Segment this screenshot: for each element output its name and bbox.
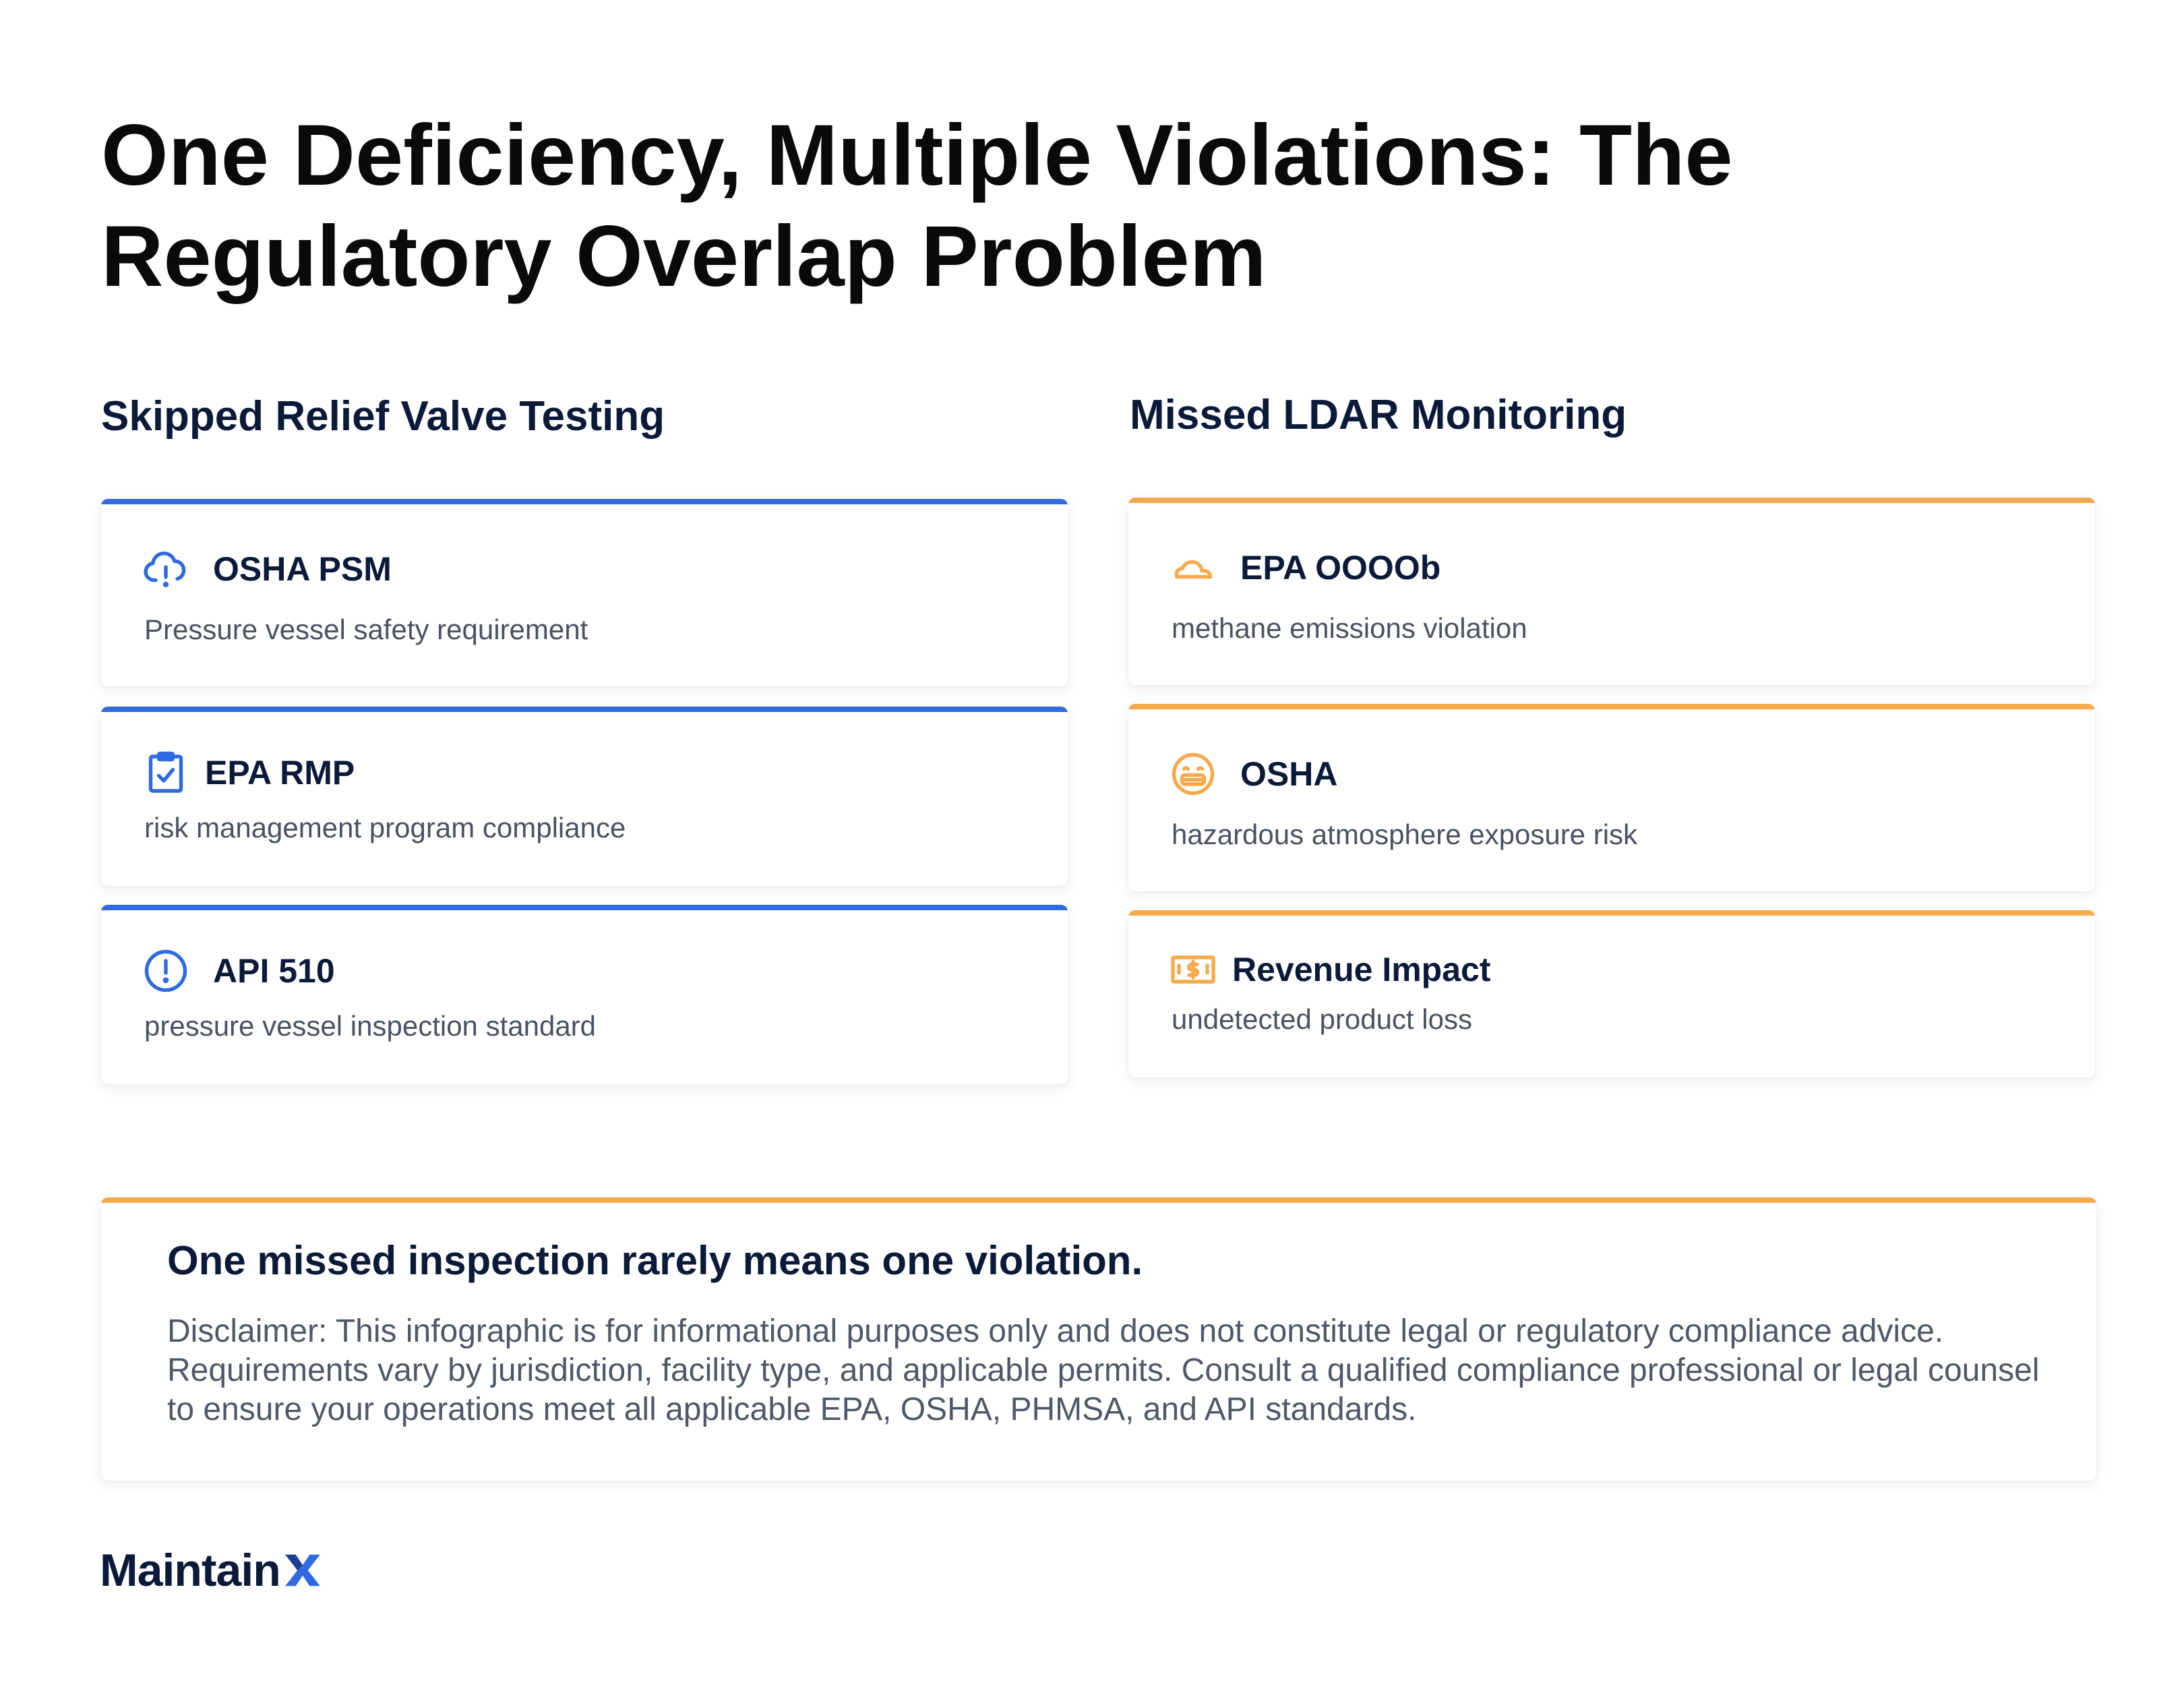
summary-callout: One missed inspection rarely means one v… [101, 1197, 2096, 1481]
card-title: OSHA [1240, 755, 1338, 793]
card-description: methane emissions violation [1172, 612, 1527, 644]
cloud-icon [1169, 543, 1217, 592]
card-description: undetected product loss [1172, 1003, 1472, 1035]
card-epa-ooooob: EPA OOOOb methane emissions violation [1128, 498, 2095, 685]
card-title: API 510 [213, 952, 335, 990]
maintainx-logo: Maintain [100, 1544, 324, 1597]
card-title: EPA RMP [205, 754, 355, 792]
card-description: pressure vessel inspection standard [144, 1010, 597, 1042]
disclaimer-text: Disclaimer: This infographic is for info… [167, 1313, 2040, 1427]
logo-x-mark-icon [284, 1554, 320, 1586]
cloud-alert-icon [142, 545, 190, 593]
card-description: hazardous atmosphere exposure risk [1172, 819, 1638, 850]
card-title: OSHA PSM [213, 550, 392, 588]
summary-heading: One missed inspection rarely means one v… [167, 1238, 1143, 1283]
card-description: risk management program compliance [144, 812, 626, 843]
dollar-bill-icon [1169, 945, 1217, 994]
page-title: One Deficiency, Multiple Violations: The… [101, 107, 1733, 305]
card-title: EPA OOOOb [1240, 549, 1441, 587]
left-column-heading: Skipped Relief Valve Testing [101, 393, 665, 440]
card-api-510: API 510 pressure vessel inspection stand… [101, 905, 1068, 1084]
clipboard-check-icon [142, 748, 190, 797]
exclamation-circle-icon [142, 947, 190, 995]
card-title: Revenue Impact [1232, 951, 1491, 988]
card-osha-psm: OSHA PSM Pressure vessel safety requirem… [101, 499, 1068, 686]
card-description: Pressure vessel safety requirement [144, 614, 588, 645]
logo-wordmark: Maintain [100, 1545, 281, 1596]
card-osha: OSHA hazardous atmosphere exposure risk [1128, 704, 2095, 891]
card-revenue-impact: Revenue Impact undetected product loss [1128, 910, 2095, 1077]
right-column-heading: Missed LDAR Monitoring [1130, 392, 1627, 438]
mask-face-icon [1169, 750, 1217, 798]
card-epa-rmp: EPA RMP risk management program complian… [101, 707, 1068, 886]
